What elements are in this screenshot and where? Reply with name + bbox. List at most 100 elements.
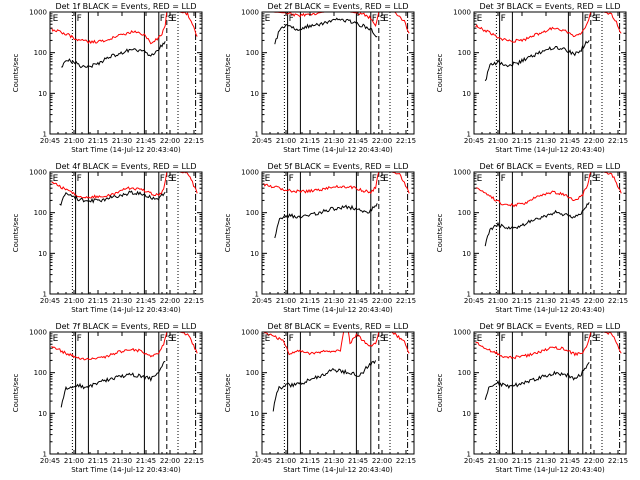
- y-tick-label: 1: [43, 451, 47, 459]
- marker-label: E: [53, 14, 59, 24]
- x-tick-label: 22:00: [160, 457, 180, 465]
- x-tick-label: 22:15: [184, 137, 204, 145]
- marker-label: E: [265, 14, 271, 24]
- y-tick-label: 100: [458, 209, 471, 217]
- marker-label: E: [171, 334, 177, 344]
- x-axis-label: Start Time (14-Jul-12 20:43:40): [495, 146, 605, 154]
- x-tick-label: 21:15: [300, 457, 320, 465]
- marker-label: E: [171, 14, 177, 24]
- marker-label: F: [584, 174, 589, 184]
- events-series-line: [272, 360, 377, 412]
- lld-series-line: [475, 172, 622, 208]
- marker-label: E: [383, 334, 389, 344]
- y-tick-label: 10: [462, 90, 471, 98]
- x-tick-label: 21:45: [136, 297, 156, 305]
- x-tick-label: 22:15: [184, 297, 204, 305]
- x-tick-label: 22:00: [584, 297, 604, 305]
- marker-label: F: [584, 14, 589, 24]
- panel-title: Det 2f BLACK = Events, RED = LLD: [267, 2, 408, 11]
- marker-label: F: [160, 174, 165, 184]
- x-tick-label: 20:45: [252, 297, 272, 305]
- plot-frame: [473, 171, 627, 295]
- marker-label: S: [592, 14, 598, 24]
- x-axis-label: Start Time (14-Jul-12 20:43:40): [283, 466, 393, 474]
- x-tick-label: 20:45: [464, 457, 484, 465]
- x-axis-label: Start Time (14-Jul-12 20:43:40): [283, 146, 393, 154]
- marker-label: E: [595, 334, 601, 344]
- x-tick-label: 22:15: [396, 137, 416, 145]
- marker-label: F: [77, 334, 82, 344]
- y-tick-label: 1000: [453, 169, 471, 177]
- x-tick-label: 21:15: [88, 297, 108, 305]
- x-tick-label: 22:00: [584, 137, 604, 145]
- x-tick-label: 21:00: [276, 297, 296, 305]
- marker-label: E: [53, 334, 59, 344]
- marker-label: S: [168, 334, 174, 344]
- marker-label: F: [501, 14, 506, 24]
- x-tick-label: 21:30: [536, 297, 556, 305]
- y-axis-label: Counts/sec: [224, 214, 232, 253]
- y-tick-label: 100: [458, 369, 471, 377]
- panel-title: Det 9f BLACK = Events, RED = LLD: [479, 322, 620, 331]
- y-tick-label: 1: [43, 291, 47, 299]
- y-axis-label: Counts/sec: [436, 214, 444, 253]
- x-tick-label: 21:30: [112, 457, 132, 465]
- x-tick-label: 20:45: [464, 137, 484, 145]
- y-tick-label: 100: [246, 209, 259, 217]
- x-tick-label: 21:00: [488, 137, 508, 145]
- marker-label: F: [501, 174, 506, 184]
- x-tick-label: 21:30: [324, 457, 344, 465]
- y-axis-label: Counts/sec: [12, 214, 20, 253]
- lld-series-line: [51, 172, 198, 199]
- x-tick-label: 20:45: [40, 137, 60, 145]
- x-tick-label: 22:15: [396, 297, 416, 305]
- x-tick-label: 22:15: [396, 457, 416, 465]
- y-tick-label: 1000: [29, 169, 47, 177]
- y-tick-label: 1000: [241, 329, 259, 337]
- x-tick-label: 20:45: [464, 297, 484, 305]
- x-tick-label: 21:00: [488, 457, 508, 465]
- lld-series-line: [263, 332, 410, 356]
- x-tick-label: 21:45: [348, 137, 368, 145]
- y-tick-label: 1000: [241, 169, 259, 177]
- events-series-line: [274, 203, 378, 239]
- y-tick-label: 1000: [29, 9, 47, 17]
- events-series-line: [61, 41, 166, 69]
- lld-series-line: [475, 332, 622, 360]
- plot-area: [475, 332, 622, 454]
- marker-label: S: [592, 334, 598, 344]
- marker-label: E: [477, 14, 483, 24]
- y-tick-label: 1: [255, 291, 259, 299]
- y-tick-label: 1: [255, 451, 259, 459]
- marker-label: E: [171, 174, 177, 184]
- x-tick-label: 22:00: [372, 297, 392, 305]
- x-axis-label: Start Time (14-Jul-12 20:43:40): [71, 466, 181, 474]
- x-tick-label: 21:00: [276, 457, 296, 465]
- plot-frame: [473, 11, 627, 135]
- x-tick-label: 21:15: [88, 137, 108, 145]
- panel-title: Det 4f BLACK = Events, RED = LLD: [55, 162, 196, 171]
- x-tick-label: 21:30: [112, 137, 132, 145]
- x-tick-label: 21:45: [136, 457, 156, 465]
- marker-label: E: [383, 174, 389, 184]
- x-axis-label: Start Time (14-Jul-12 20:43:40): [283, 306, 393, 314]
- marker-label: F: [77, 174, 82, 184]
- plot-area: [263, 172, 410, 294]
- panel-title: Det 1f BLACK = Events, RED = LLD: [55, 2, 196, 11]
- y-tick-label: 100: [458, 49, 471, 57]
- marker-label: F: [584, 334, 589, 344]
- lld-series-line: [51, 12, 198, 45]
- events-series-line: [274, 17, 378, 45]
- x-tick-label: 21:45: [348, 297, 368, 305]
- x-tick-label: 21:30: [112, 297, 132, 305]
- x-tick-label: 22:00: [584, 457, 604, 465]
- x-tick-label: 20:45: [252, 457, 272, 465]
- x-tick-label: 21:00: [64, 137, 84, 145]
- y-tick-label: 10: [38, 410, 47, 418]
